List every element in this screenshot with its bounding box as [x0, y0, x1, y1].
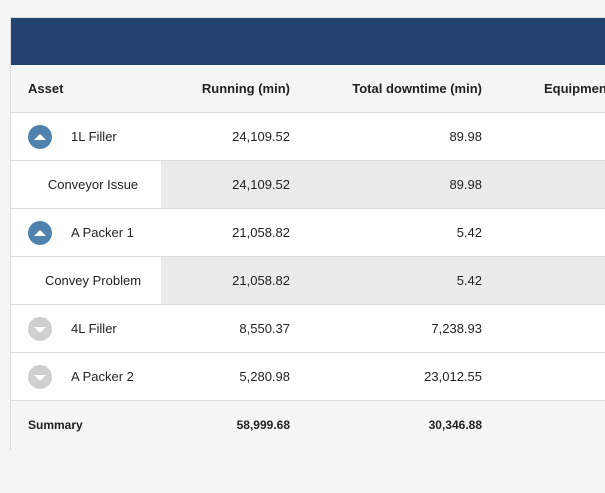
asset-name: A Packer 1	[71, 225, 134, 240]
running-value: 24,109.52	[232, 129, 290, 144]
asset-name: 4L Filler	[71, 321, 117, 336]
child-row-shade	[161, 257, 605, 304]
summary-downtime: 30,346.88	[428, 418, 482, 432]
running-value: 5,280.98	[239, 369, 290, 384]
table-row: 4L Filler 8,550.37 7,238.93	[11, 305, 605, 353]
downtime-value: 89.98	[449, 177, 482, 192]
summary-running: 58,999.68	[236, 418, 290, 432]
running-value: 24,109.52	[232, 177, 290, 192]
running-value: 21,058.82	[232, 225, 290, 240]
downtime-value: 23,012.55	[424, 369, 482, 384]
asset-name: A Packer 2	[71, 369, 134, 384]
chevron-up-icon[interactable]	[28, 125, 52, 149]
column-header-downtime[interactable]: Total downtime (min)	[352, 81, 482, 96]
table-row: A Packer 2 5,280.98 23,012.55	[11, 353, 605, 401]
downtime-value: 5.42	[456, 225, 482, 240]
table-toolbar	[11, 18, 605, 65]
table-row-child: Convey Problem 21,058.82 5.42	[11, 257, 605, 305]
reason-name: Conveyor Issue	[47, 177, 139, 192]
running-value: 8,550.37	[239, 321, 290, 336]
column-header-running[interactable]: Running (min)	[201, 81, 290, 96]
chevron-down-icon[interactable]	[28, 365, 52, 389]
running-value: 21,058.82	[232, 273, 290, 288]
column-header-asset[interactable]: Asset	[28, 81, 64, 96]
summary-row: Summary 58,999.68 30,346.88	[11, 401, 605, 450]
reason-name: Convey Problem	[44, 273, 142, 288]
asset-name: 1L Filler	[71, 129, 117, 144]
table-row-child: Conveyor Issue 24,109.52 89.98	[11, 161, 605, 209]
child-row-shade	[161, 161, 605, 208]
downtime-value: 89.98	[449, 129, 482, 144]
table-header-row: Asset Running (min) Total downtime (min)…	[11, 65, 605, 113]
column-header-equipment[interactable]: Equipment	[544, 81, 605, 96]
downtime-value: 5.42	[456, 273, 482, 288]
summary-label: Summary	[28, 418, 83, 432]
table-row: 1L Filler 24,109.52 89.98	[11, 113, 605, 161]
chevron-down-icon[interactable]	[28, 317, 52, 341]
chevron-up-icon[interactable]	[28, 221, 52, 245]
downtime-table-panel: Asset Running (min) Total downtime (min)…	[10, 17, 605, 450]
table-row: A Packer 1 21,058.82 5.42	[11, 209, 605, 257]
downtime-value: 7,238.93	[431, 321, 482, 336]
